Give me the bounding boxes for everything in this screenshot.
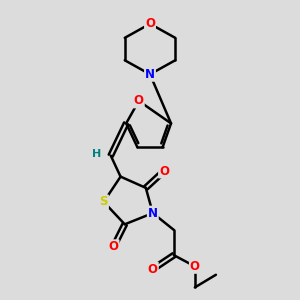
Text: O: O — [148, 263, 158, 276]
Text: N: N — [145, 68, 155, 81]
Text: H: H — [92, 149, 101, 159]
Text: O: O — [109, 240, 118, 253]
Text: O: O — [190, 260, 200, 273]
Text: S: S — [100, 195, 108, 208]
Text: O: O — [145, 17, 155, 30]
Text: O: O — [134, 94, 144, 107]
Text: N: N — [148, 207, 158, 220]
Text: O: O — [159, 164, 169, 178]
